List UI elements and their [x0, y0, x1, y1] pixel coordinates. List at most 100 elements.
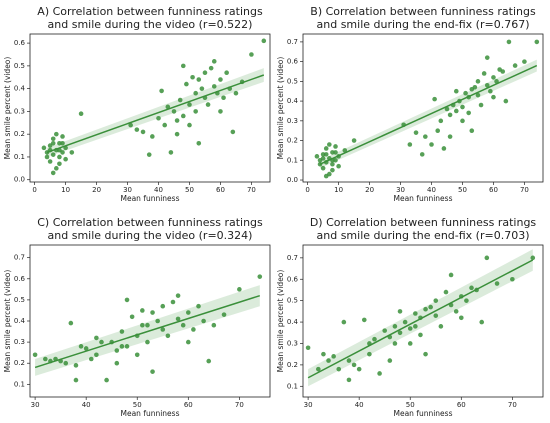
point	[134, 352, 140, 358]
point	[128, 122, 133, 128]
y-tick-label: 0.2	[14, 359, 25, 367]
point	[174, 118, 180, 123]
point	[190, 74, 195, 80]
point	[119, 344, 125, 349]
point	[333, 144, 338, 149]
point	[221, 95, 226, 101]
point	[484, 255, 490, 261]
x-tick-label: 50	[458, 186, 467, 194]
point	[407, 142, 413, 147]
point	[441, 146, 447, 151]
point	[484, 55, 490, 60]
point	[159, 88, 164, 94]
point	[47, 159, 53, 164]
point	[224, 70, 229, 76]
point	[129, 314, 135, 320]
point	[187, 122, 192, 128]
point	[218, 77, 223, 82]
x-tick-label: 60	[184, 401, 193, 409]
confidence-band	[35, 285, 260, 376]
point	[346, 377, 352, 383]
point	[453, 108, 459, 114]
point	[444, 106, 450, 112]
y-tick-label: 0.3	[14, 107, 25, 115]
x-tick-label: 40	[82, 401, 91, 409]
point	[145, 339, 150, 345]
point	[230, 129, 236, 135]
x-tick-label: 20	[92, 186, 101, 194]
point	[447, 112, 453, 118]
point	[68, 320, 74, 326]
confidence-band	[47, 68, 264, 157]
point	[323, 146, 329, 151]
point	[63, 360, 69, 366]
point	[211, 59, 217, 64]
point	[63, 156, 68, 162]
point	[124, 297, 130, 303]
point	[233, 90, 239, 96]
x-axis-label: Mean funniness	[394, 194, 453, 203]
point	[336, 366, 342, 372]
point	[321, 351, 326, 357]
y-tick-label: 0.2	[287, 137, 298, 145]
y-tick-label: 0.4	[14, 317, 26, 325]
x-tick-label: 0	[305, 186, 309, 194]
point	[114, 360, 120, 366]
x-tick-label: 30	[304, 401, 313, 409]
point	[150, 310, 155, 315]
point	[60, 134, 65, 139]
point	[428, 304, 433, 310]
panel-title: and smile during the video (r=0.324)	[48, 229, 253, 242]
point	[94, 335, 99, 341]
point	[503, 98, 509, 104]
point	[320, 156, 326, 161]
plot-area	[29, 33, 271, 183]
point	[397, 309, 403, 314]
point	[150, 369, 155, 374]
point	[481, 71, 487, 76]
point	[211, 84, 217, 89]
point	[418, 332, 423, 338]
x-tick-label: 70	[247, 186, 256, 194]
x-tick-label: 70	[508, 401, 517, 409]
point	[41, 145, 47, 151]
x-tick-label: 50	[133, 401, 142, 409]
point	[196, 140, 202, 146]
point	[351, 138, 357, 143]
point	[530, 255, 536, 261]
y-tick-label: 0.4	[287, 97, 299, 105]
point	[494, 79, 499, 84]
point	[407, 341, 413, 346]
y-tick-label: 0.1	[14, 153, 25, 161]
point	[475, 92, 481, 98]
point	[478, 102, 484, 108]
x-tick-label: 60	[489, 186, 498, 194]
point	[156, 115, 161, 121]
point	[78, 111, 84, 116]
point	[185, 339, 191, 345]
point	[162, 122, 168, 128]
x-tick-label: 10	[61, 186, 70, 194]
y-tick-label: 0.1	[14, 380, 25, 388]
point	[249, 52, 254, 57]
plot-area	[302, 33, 544, 183]
point	[423, 134, 428, 139]
y-tick-label: 0.4	[14, 85, 26, 93]
point	[180, 322, 186, 328]
confidence-band	[320, 59, 537, 169]
point	[522, 59, 527, 64]
point	[165, 104, 171, 110]
y-tick-label: 0.4	[287, 318, 299, 326]
point	[314, 154, 320, 159]
point	[60, 140, 65, 146]
x-tick-label: 70	[520, 186, 529, 194]
point	[510, 276, 515, 282]
x-tick-label: 50	[185, 186, 194, 194]
point	[54, 131, 59, 137]
y-tick-label: 0.6	[14, 275, 26, 283]
point	[413, 311, 418, 316]
point	[367, 351, 372, 357]
panel-title: and smile during the video (r=0.522)	[48, 18, 253, 31]
point	[488, 88, 493, 94]
panel-title: and smile during the end-fix (r=0.703)	[317, 229, 530, 242]
